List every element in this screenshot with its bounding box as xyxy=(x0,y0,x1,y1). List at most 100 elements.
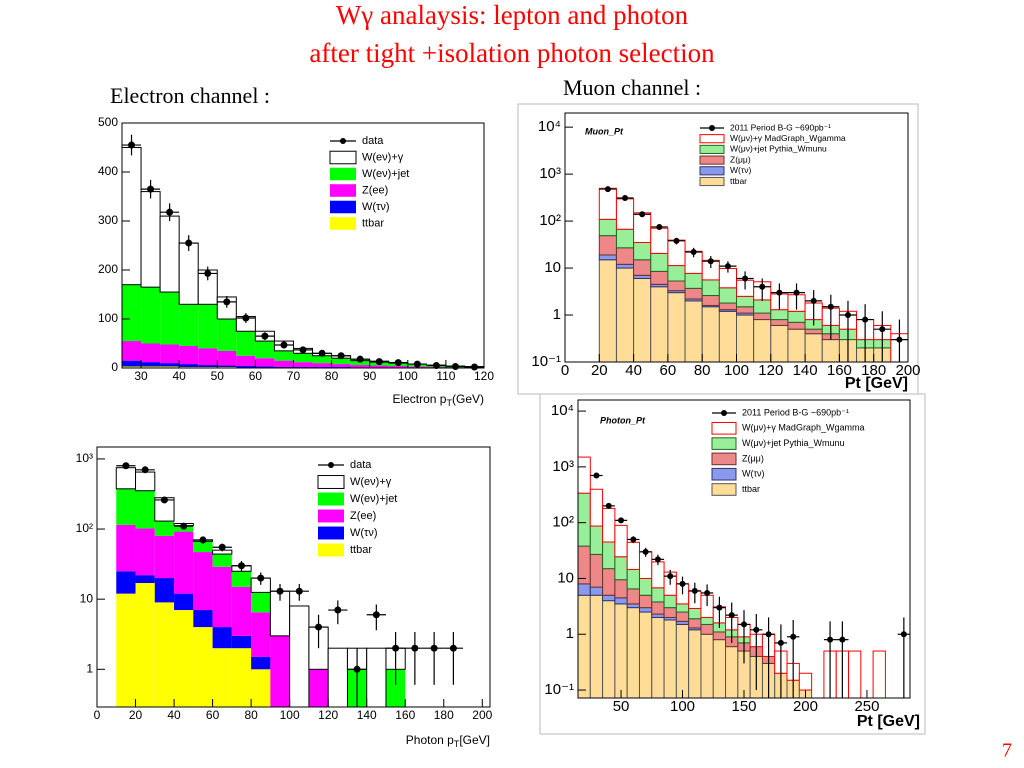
data-point xyxy=(318,349,326,357)
stack-segment xyxy=(770,309,789,321)
data-point xyxy=(470,363,478,371)
data-point xyxy=(656,223,663,230)
data-point xyxy=(759,283,766,290)
stack-segment xyxy=(135,528,155,576)
stack-segment xyxy=(385,669,406,707)
legend-swatch xyxy=(699,155,725,165)
stack-segment xyxy=(688,629,702,699)
legend-swatch xyxy=(330,217,356,230)
x-tick-label: 180 xyxy=(434,708,454,722)
stack-segment xyxy=(212,566,232,628)
data-point xyxy=(605,502,612,509)
stack-segment xyxy=(701,306,720,363)
data-point xyxy=(280,341,288,349)
y-tick-label: 10⁴ xyxy=(551,402,574,419)
stack-segment xyxy=(193,610,213,628)
stack-segment xyxy=(615,228,635,249)
stack-segment xyxy=(736,306,755,314)
stack-segment xyxy=(651,616,665,699)
legend-label: 2011 Period B-G ~690pb⁻¹ xyxy=(730,122,831,132)
y-tick-label: 10² xyxy=(552,514,574,531)
x-tick-label: 30 xyxy=(134,369,148,383)
stack-segment xyxy=(651,601,665,615)
x-tick-label: 140 xyxy=(793,362,818,379)
stack-segment xyxy=(651,613,665,618)
data-point xyxy=(375,358,383,366)
stack-segment xyxy=(160,292,180,345)
stack-segment xyxy=(633,277,652,363)
x-tick-label: 60 xyxy=(206,708,220,722)
stack-segment xyxy=(675,623,690,699)
data-point xyxy=(353,665,361,673)
stack-segment xyxy=(718,302,737,311)
y-tick-label: 10⁻¹ xyxy=(544,681,574,698)
stack-segment xyxy=(598,259,617,363)
x-tick-label: 200 xyxy=(895,362,920,379)
stack-segment xyxy=(650,227,669,254)
stack-segment xyxy=(651,561,665,589)
stack-segment xyxy=(251,612,271,657)
data-point xyxy=(690,248,697,255)
legend-swatch xyxy=(330,167,356,181)
x-tick-label: 120 xyxy=(758,362,783,379)
data-point xyxy=(716,604,723,611)
stack-segment xyxy=(308,669,329,707)
legend-swatch xyxy=(711,467,737,481)
y-tick-label: 10³ xyxy=(539,165,561,182)
x-tick-label: 80 xyxy=(325,369,339,383)
stack-segment xyxy=(787,328,806,363)
x-tick-label: 140 xyxy=(357,708,377,722)
legend-label: ttbar xyxy=(350,544,372,556)
data-point xyxy=(276,587,284,595)
stack-segment xyxy=(602,568,616,596)
stack-segment xyxy=(598,218,617,237)
data-point xyxy=(141,466,149,474)
data-point xyxy=(122,462,130,470)
x-tick-label: 50 xyxy=(211,369,225,383)
stack-segment xyxy=(615,263,635,269)
stack-segment xyxy=(701,279,720,297)
stack-segment xyxy=(251,656,271,670)
legend-swatch xyxy=(318,543,344,557)
stack-segment xyxy=(633,242,652,261)
data-point xyxy=(334,606,342,614)
stack-segment xyxy=(626,588,640,605)
legend-swatch xyxy=(699,134,725,144)
stack-segment xyxy=(327,647,348,708)
stack-segment xyxy=(650,252,669,272)
x-tick-label: 160 xyxy=(827,362,852,379)
stack-segment xyxy=(614,597,628,605)
stack-segment xyxy=(667,265,686,282)
stack-segment xyxy=(217,350,237,366)
x-tick-label: 100 xyxy=(724,362,749,379)
data-point xyxy=(413,360,421,368)
stack-segment xyxy=(614,579,628,599)
stack-segment xyxy=(135,575,155,584)
stack-segment xyxy=(848,650,862,699)
data-point xyxy=(237,562,245,570)
stack-segment xyxy=(663,607,677,618)
x-tick-label: 100 xyxy=(398,369,418,383)
data-point xyxy=(879,326,886,333)
x-axis-label: Pt [GeV] xyxy=(857,713,920,730)
data-point xyxy=(862,316,869,323)
data-point xyxy=(777,639,784,646)
data-point xyxy=(724,263,731,270)
stack-segment xyxy=(626,603,640,609)
pad-border xyxy=(539,393,926,735)
channel-label: Electron channel : xyxy=(110,83,270,108)
legend-label: W(eν)+jet xyxy=(362,168,409,180)
legend-label: W(τν) xyxy=(742,469,765,479)
stack-segment xyxy=(350,365,370,368)
stack-segment xyxy=(633,212,652,244)
x-tick-label: 160 xyxy=(395,708,415,722)
stack-segment xyxy=(821,339,840,363)
stack-segment xyxy=(217,365,237,368)
legend-label: ttbar xyxy=(362,217,384,229)
stack-segment xyxy=(116,571,136,594)
legend-label: W(μν)+γ MadGraph_Wgamma xyxy=(742,423,864,433)
x-tick-label: 90 xyxy=(363,369,377,383)
stack-segment xyxy=(116,524,136,572)
data-point xyxy=(776,289,783,296)
stack-segment xyxy=(650,286,669,363)
